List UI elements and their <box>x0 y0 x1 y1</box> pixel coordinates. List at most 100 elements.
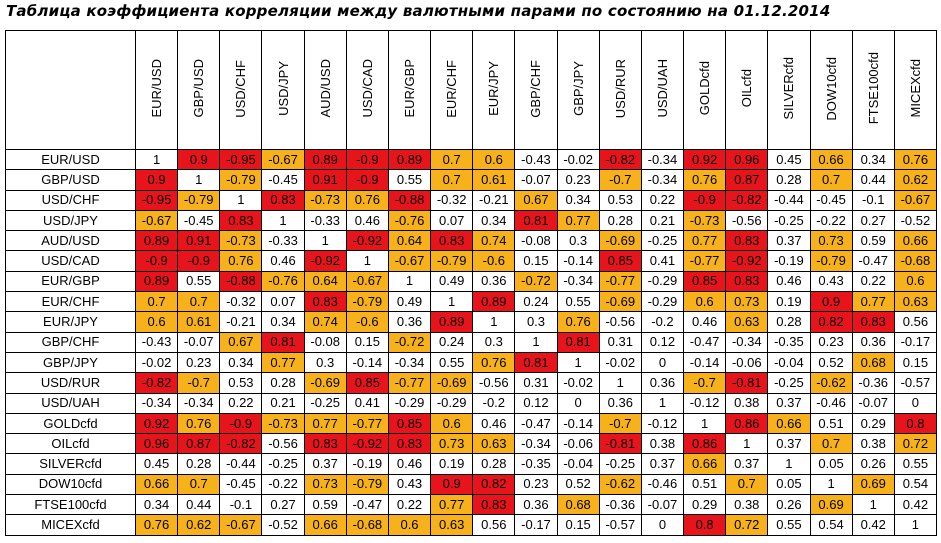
cell: 0.38 <box>725 494 769 516</box>
cell: -0.17 <box>893 331 938 353</box>
cell: 0.29 <box>851 412 895 435</box>
cell: 0.07 <box>261 291 305 313</box>
cell: 0.23 <box>809 331 853 353</box>
cell: -0.81 <box>725 372 769 394</box>
cell: 0.46 <box>472 412 516 435</box>
cell: -0.7 <box>598 412 642 435</box>
cell: 0.55 <box>767 514 811 536</box>
cell: 0.92 <box>683 148 727 171</box>
cell: 0.66 <box>134 473 179 496</box>
cell: -0.34 <box>640 148 685 171</box>
table-row: EUR/JPY 0.6 0.61 -0.21 0.34 0.74 -0.6 0.36 0.89 1… <box>5 311 938 333</box>
cell: 0.6 <box>472 148 516 171</box>
row-label: FTSE100cfd <box>5 494 136 516</box>
cell: 0.69 <box>851 473 895 496</box>
cell: -0.07 <box>851 392 895 414</box>
cell: 0.66 <box>683 453 727 475</box>
cell: 0.8 <box>893 412 938 435</box>
row-label: USD/UAH <box>5 392 136 414</box>
cell: 0.37 <box>767 230 811 252</box>
cell: 0.64 <box>303 270 347 293</box>
cell: 0.59 <box>303 494 347 516</box>
cell: 0.37 <box>640 453 685 475</box>
cell: -0.95 <box>134 189 179 211</box>
cell: -0.1 <box>851 189 895 211</box>
column-label: GOLDcfd <box>697 61 713 116</box>
cell: 0.28 <box>261 372 305 394</box>
cell: 0.63 <box>472 433 516 455</box>
cell: -0.92 <box>303 250 347 272</box>
column-header: GOLDcfd <box>683 30 727 150</box>
cell: 0.52 <box>809 351 853 374</box>
cell: -0.1 <box>219 494 263 516</box>
column-label: GBP/JPY <box>570 61 586 116</box>
cell: -0.08 <box>303 331 347 353</box>
cell: 0.19 <box>767 291 811 313</box>
cell: 0.51 <box>683 473 727 496</box>
column-label: EUR/JPY <box>486 61 502 116</box>
cell: 0.76 <box>893 148 938 171</box>
table-row: GBP/CHF -0.43 -0.07 0.67 0.81 -0.08 0.15 -0.72 0… <box>5 331 938 353</box>
cell: 0.83 <box>303 291 347 313</box>
cell: -0.82 <box>219 433 263 455</box>
cell: 0.22 <box>851 270 895 293</box>
cell: 0.68 <box>851 351 895 374</box>
cell: -0.62 <box>598 473 642 496</box>
cell: -0.77 <box>345 412 389 435</box>
cell: 0.85 <box>683 270 727 293</box>
cell: 0.81 <box>261 331 305 353</box>
table-row: USD/CAD -0.9 -0.9 0.76 0.46 -0.92 1 -0.67 -0.79-… <box>5 250 938 272</box>
cell: -0.36 <box>851 372 895 394</box>
cell: 0.05 <box>809 453 853 475</box>
table-row: SILVERcfd 0.45 0.28 -0.44 -0.25 0.37 -0.19 0.46… <box>5 453 938 475</box>
cell: 0.81 <box>514 209 558 232</box>
cell: 0.12 <box>514 392 558 414</box>
cell: 0.23 <box>514 473 558 496</box>
cell: -0.79 <box>345 291 389 313</box>
cell: -0.35 <box>767 331 811 353</box>
cell: 0 <box>640 351 685 374</box>
cell: 0.83 <box>725 270 769 293</box>
cell: -0.57 <box>893 372 938 394</box>
cell: -0.9 <box>134 250 179 272</box>
cell: -0.02 <box>134 351 179 374</box>
table-row: EUR/USD 1 0.9 -0.95 -0.67 0.89 -0.9 0.89 0.7 0.6-… <box>5 148 938 171</box>
table-row: GBP/USD 0.9 1 -0.79 -0.45 0.91 -0.9 0.55 0.7 0.61… <box>5 169 938 191</box>
cell: 0.45 <box>134 453 179 475</box>
column-label: DOW10cfd <box>823 56 839 121</box>
cell: -0.43 <box>134 331 179 353</box>
table-row: GBP/JPY -0.02 0.23 0.34 0.77 0.3 -0.14 -0.34 0.5… <box>5 351 938 374</box>
cell: -0.73 <box>219 230 263 252</box>
cell: 0.61 <box>177 311 221 333</box>
cell: -0.34 <box>556 270 600 293</box>
cell: 0.6 <box>134 311 179 333</box>
cell: -0.67 <box>219 514 263 536</box>
cell: 0.83 <box>387 433 432 455</box>
cell: -0.02 <box>598 351 642 374</box>
row-label: GBP/CHF <box>5 331 136 353</box>
column-label: EUR/USD <box>149 59 165 118</box>
row-label: GBP/JPY <box>5 351 136 374</box>
cell: -0.32 <box>219 291 263 313</box>
cell: -0.46 <box>640 473 685 496</box>
table-row: EUR/CHF 0.7 0.7 -0.32 0.07 0.83 -0.79 0.49 1 0.89… <box>5 291 938 313</box>
row-label: EUR/USD <box>5 148 136 171</box>
cell: -0.92 <box>345 433 389 455</box>
cell: 0.83 <box>219 209 263 232</box>
table-row: FTSE100cfd 0.34 0.44 -0.1 0.27 0.59 -0.47 0.22 0… <box>5 494 938 516</box>
cell: 0.34 <box>851 148 895 171</box>
column-label: SILVERcfd <box>781 57 797 120</box>
row-label: USD/CHF <box>5 189 136 211</box>
cell: -0.25 <box>767 209 811 232</box>
cell: -0.47 <box>683 331 727 353</box>
cell: -0.25 <box>303 392 347 414</box>
cell: -0.77 <box>683 250 727 272</box>
cell: 0.72 <box>893 433 938 455</box>
cell: 0.49 <box>430 270 474 293</box>
column-header: USD/RUR <box>598 30 642 150</box>
column-header: USD/CHF <box>219 30 263 150</box>
cell: 0.81 <box>514 351 558 374</box>
cell: 0.7 <box>430 148 474 171</box>
cell: 0.77 <box>556 209 600 232</box>
cell: 0.34 <box>472 209 516 232</box>
